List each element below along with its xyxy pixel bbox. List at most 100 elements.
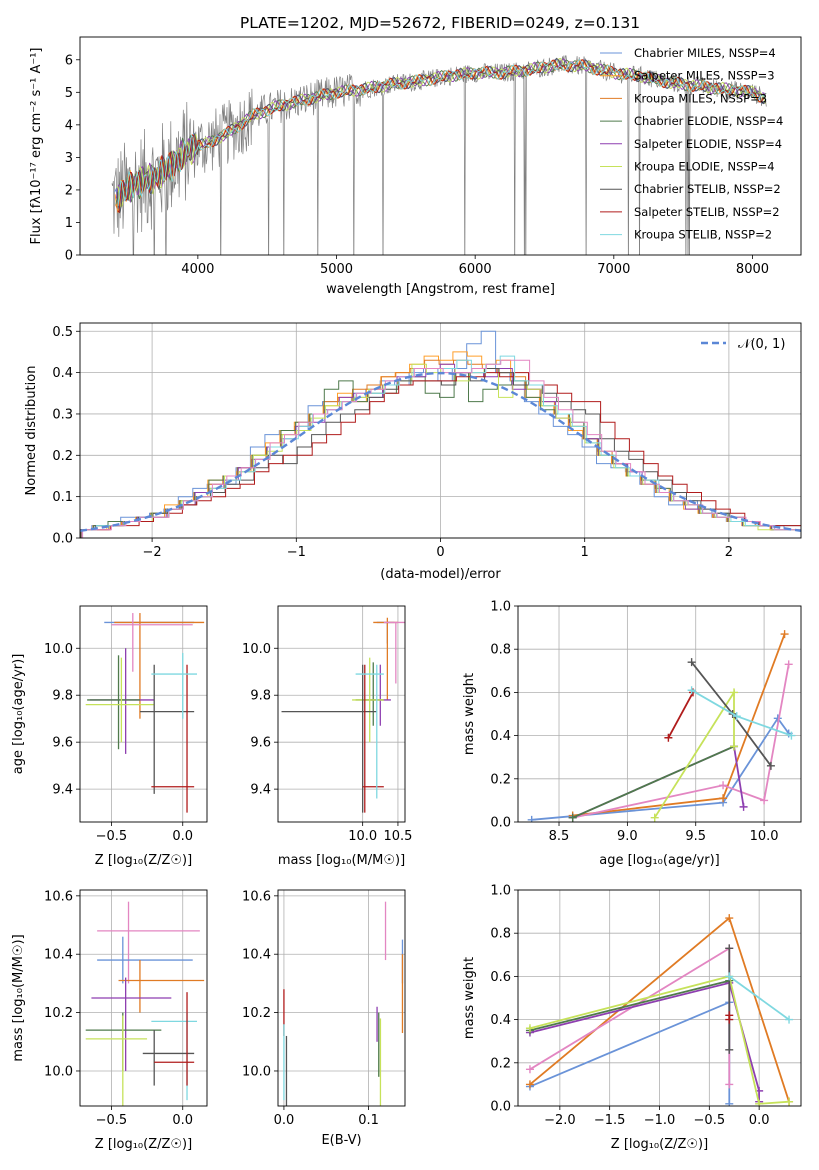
clip-spec-layer xyxy=(111,55,767,255)
x-tick-label: 9.0 xyxy=(617,829,638,844)
x-tick-label: 10.0 xyxy=(348,829,377,844)
plus-marker xyxy=(730,688,739,697)
plus-marker xyxy=(650,813,659,822)
x-tick-label: −2 xyxy=(143,545,162,560)
plus-marker xyxy=(785,1097,794,1106)
y-tick-label: 9.4 xyxy=(52,783,73,798)
plus-marker xyxy=(725,1080,734,1089)
x-axis-label: E(B-V) xyxy=(321,1133,361,1148)
y-tick-label: 10.0 xyxy=(44,642,73,657)
y-tick-label: 10.6 xyxy=(242,889,271,904)
model-series-line xyxy=(117,59,766,214)
plus-marker xyxy=(730,742,739,751)
y-tick-label: 0.4 xyxy=(490,729,511,744)
x-tick-label: −1 xyxy=(287,545,306,560)
histogram-series xyxy=(80,330,799,531)
figure-title: PLATE=1202, MJD=52672, FIBERID=0249, z=0… xyxy=(239,14,641,32)
y-tick-label: 0.5 xyxy=(52,325,73,340)
x-axis-label: mass [log₁₀(M/M☉)] xyxy=(278,853,405,868)
x-tick-label: 2 xyxy=(725,545,733,560)
clip-mass-vs-ebv-layer xyxy=(283,901,404,1106)
spectrum-axes xyxy=(76,59,753,259)
x-tick-label: −0.5 xyxy=(694,1113,726,1128)
legend-entry: Salpeter STELIB, NSSP=2 xyxy=(634,205,780,219)
y-tick-label: 0.2 xyxy=(490,1056,511,1071)
plus-marker xyxy=(719,781,728,790)
plus-marker xyxy=(525,1024,534,1033)
mw-vs-age-axes xyxy=(514,605,801,826)
plus-marker xyxy=(525,1065,534,1074)
age-vs-mass-axes xyxy=(274,606,405,826)
clip-age-vs-z-layer xyxy=(85,613,205,813)
y-tick-label: 0.8 xyxy=(490,643,511,658)
mass-weight-line xyxy=(572,664,790,819)
histogram-series xyxy=(80,351,799,531)
legend-entry: Chabrier STELIB, NSSP=2 xyxy=(634,182,781,196)
x-tick-label: 0.0 xyxy=(274,1113,295,1128)
plus-marker xyxy=(760,796,769,805)
x-tick-label: −2.0 xyxy=(544,1113,576,1128)
plus-marker xyxy=(785,1015,794,1024)
model-series-line xyxy=(115,58,766,204)
y-tick-label: 9.6 xyxy=(52,736,73,751)
histogram-series xyxy=(81,355,801,538)
plus-marker xyxy=(725,914,734,923)
x-tick-label: 0.0 xyxy=(172,1113,193,1128)
x-tick-label: 5000 xyxy=(320,262,353,277)
y-tick-label: 1.0 xyxy=(490,884,511,899)
mass-vs-ebv-frame xyxy=(277,889,406,1107)
histogram-series xyxy=(80,359,800,531)
y-tick-label: 4 xyxy=(65,118,73,133)
x-tick-label: 0 xyxy=(436,545,444,560)
clip-mw-vs-age-layer xyxy=(527,630,796,822)
x-tick-label: 8.5 xyxy=(549,829,570,844)
observed-spectrum xyxy=(111,55,767,255)
age-vs-z-frame xyxy=(79,605,208,823)
legend-entry: Salpeter ELODIE, NSSP=4 xyxy=(634,137,782,151)
y-axis-label: Normed distribution xyxy=(24,366,39,496)
histogram-series xyxy=(80,368,801,538)
plus-marker xyxy=(732,712,741,721)
y-tick-label: 1.0 xyxy=(490,600,511,615)
x-axis-label: Z [log₁₀(Z/Z☉)] xyxy=(611,1137,708,1152)
plus-marker xyxy=(787,731,796,740)
x-tick-label: 8000 xyxy=(736,262,769,277)
y-tick-label: 10.2 xyxy=(44,1006,73,1021)
x-axis-label: age [log₁₀(age/yr)] xyxy=(599,853,720,868)
age-vs-mass-frame xyxy=(277,605,406,823)
y-tick-label: 0.1 xyxy=(52,490,73,505)
clip-mass-vs-z-layer xyxy=(85,901,205,1106)
y-tick-label: 10.0 xyxy=(242,642,271,657)
y-tick-label: 3 xyxy=(65,151,73,166)
spectrum-frame xyxy=(79,36,802,256)
y-tick-label: 0.8 xyxy=(490,927,511,942)
mass-weight-line xyxy=(667,691,694,739)
plus-marker xyxy=(525,1080,534,1089)
mw-vs-age-frame xyxy=(517,605,802,823)
plus-marker xyxy=(568,813,577,822)
plus-marker xyxy=(687,658,696,667)
x-axis-label: Z [log₁₀(Z/Z☉)] xyxy=(95,1137,192,1152)
mass-weight-line xyxy=(529,979,730,1032)
x-tick-label: −0.5 xyxy=(96,1113,128,1128)
plus-marker xyxy=(719,794,728,803)
y-axis-label: Flux [fλ10⁻¹⁷ erg cm⁻² s⁻¹ A⁻¹] xyxy=(29,48,44,245)
y-tick-label: 0.3 xyxy=(52,407,73,422)
y-axis-label: age [log₁₀(age/yr)] xyxy=(11,654,26,775)
x-tick-label: 1 xyxy=(581,545,589,560)
plus-marker xyxy=(725,944,734,953)
y-tick-label: 10.4 xyxy=(242,948,271,963)
y-axis-label: mass weight xyxy=(462,673,477,755)
legend-entry: Salpeter MILES, NSSP=3 xyxy=(634,69,775,83)
y-tick-label: 0.4 xyxy=(52,366,73,381)
y-tick-label: 1 xyxy=(65,216,73,231)
y-tick-label: 0.0 xyxy=(52,532,73,547)
y-tick-label: 0 xyxy=(65,249,73,264)
plus-marker xyxy=(784,660,793,669)
mass-weight-line xyxy=(531,716,790,821)
y-axis-label: mass [log₁₀(M/M☉)] xyxy=(11,934,26,1061)
y-tick-label: 9.6 xyxy=(250,736,271,751)
plus-marker xyxy=(664,733,673,742)
